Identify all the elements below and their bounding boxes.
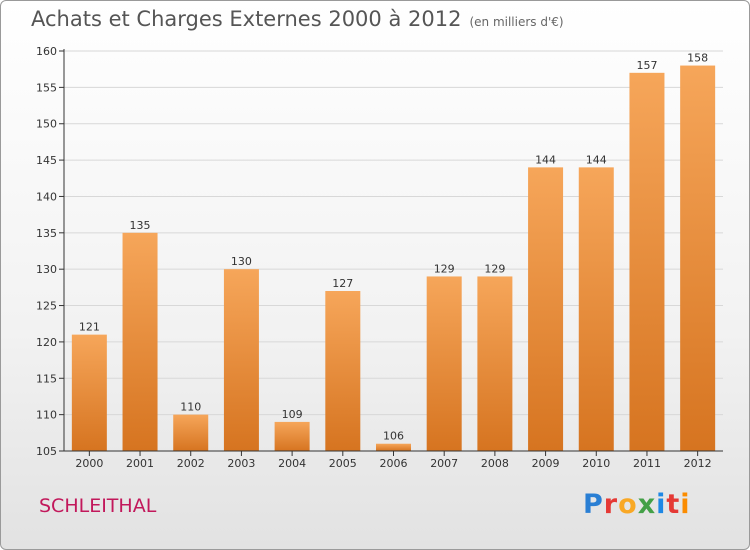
bar (477, 276, 513, 451)
x-tick-label: 2007 (430, 457, 458, 470)
data-label: 144 (586, 153, 607, 166)
x-tick-label: 2011 (633, 457, 661, 470)
data-label: 158 (687, 52, 708, 65)
x-tick-label: 2004 (278, 457, 306, 470)
data-label: 135 (130, 219, 151, 232)
data-label: 144 (535, 153, 556, 166)
bar (122, 232, 158, 451)
proxiti-logo: Proxiti (583, 489, 691, 520)
bar (325, 291, 361, 451)
x-tick-label: 2008 (481, 457, 509, 470)
y-tick-label: 140 (36, 190, 57, 203)
bar (223, 269, 259, 451)
chart-unit: (en milliers d'€) (469, 15, 564, 29)
x-tick-label: 2002 (177, 457, 205, 470)
logo-letter: i (656, 489, 667, 520)
logo-letter: P (583, 489, 604, 520)
data-label: 129 (484, 262, 505, 275)
logo-letter: x (637, 489, 657, 520)
y-tick-label: 155 (36, 81, 57, 94)
x-tick-label: 2006 (380, 457, 408, 470)
x-tick-label: 2000 (75, 457, 103, 470)
x-tick-label: 2010 (582, 457, 610, 470)
bar (629, 72, 665, 452)
data-label: 127 (332, 277, 353, 290)
logo-letter: t (666, 489, 681, 520)
y-tick-label: 130 (36, 263, 57, 276)
y-tick-label: 150 (36, 118, 57, 131)
x-tick-label: 2001 (126, 457, 154, 470)
data-label: 130 (231, 255, 252, 268)
chart-title: Achats et Charges Externes 2000 à 2012 (e… (31, 7, 564, 31)
y-tick-label: 125 (36, 300, 57, 313)
bar (274, 421, 310, 451)
bar (426, 276, 462, 451)
x-tick-label: 2003 (227, 457, 255, 470)
bar (680, 65, 716, 451)
logo-letter: o (618, 489, 638, 520)
y-tick-label: 105 (36, 445, 57, 458)
logo-letter: r (603, 489, 619, 520)
y-tick-label: 160 (36, 45, 57, 58)
logo-letter: i (680, 489, 691, 520)
data-label: 129 (434, 262, 455, 275)
bar (173, 414, 209, 451)
bar (528, 167, 564, 451)
data-label: 106 (383, 430, 404, 443)
x-tick-label: 2005 (329, 457, 357, 470)
bar (578, 167, 614, 451)
data-label: 110 (180, 401, 201, 414)
chart-title-text: Achats et Charges Externes 2000 à 2012 (31, 7, 462, 31)
y-tick-label: 115 (36, 372, 57, 385)
y-tick-label: 145 (36, 154, 57, 167)
y-tick-label: 135 (36, 227, 57, 240)
data-label: 121 (79, 321, 100, 334)
commune-name: SCHLEITHAL (39, 495, 157, 517)
y-tick-label: 120 (36, 336, 57, 349)
x-tick-label: 2009 (532, 457, 560, 470)
data-label: 157 (636, 59, 657, 72)
y-tick-label: 110 (36, 409, 57, 422)
bar (71, 334, 107, 451)
data-label: 109 (282, 408, 303, 421)
bar (376, 443, 411, 451)
x-tick-label: 2012 (684, 457, 712, 470)
